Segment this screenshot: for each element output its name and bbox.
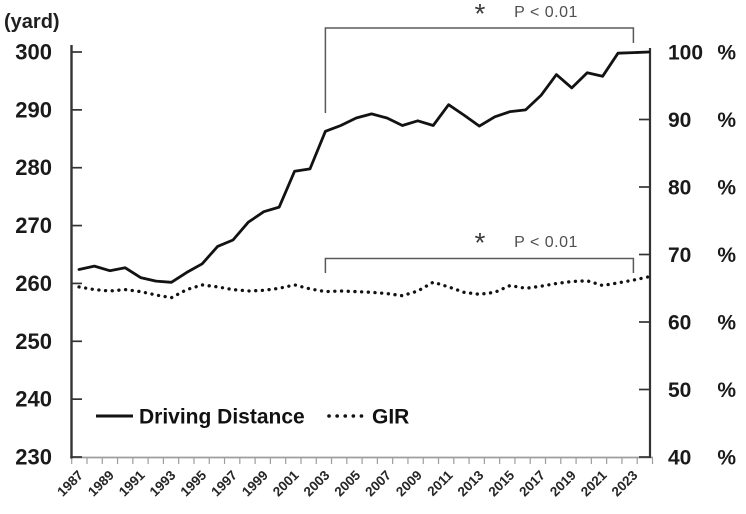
legend-gir-label: GIR — [372, 406, 409, 429]
x-axis-tick-label: 1987 — [54, 468, 86, 500]
right-axis-percent-sign: % — [717, 312, 736, 335]
left-axis-tick-label: 230 — [15, 445, 52, 470]
gir-line-series — [77, 275, 651, 300]
x-axis-tick-label: 1993 — [147, 467, 179, 499]
x-axis-tick-label: 1997 — [208, 468, 240, 500]
significance-star: * — [475, 227, 486, 258]
right-axis-percent-sign: % — [717, 447, 736, 470]
significance-bracket — [324, 27, 635, 113]
legend-driving-distance-label: Driving Distance — [139, 406, 305, 429]
legend: Driving Distance GIR — [96, 406, 409, 429]
x-axis-tick-label: 2003 — [301, 467, 333, 499]
x-axis-tick-label: 2021 — [578, 467, 610, 499]
x-axis-tick-label: 2023 — [609, 467, 641, 499]
left-axis-tick-label: 270 — [15, 213, 52, 238]
significance-star: * — [475, 0, 486, 29]
left-axis-title: (yard) — [4, 11, 60, 33]
right-axis-tick-label: 90 — [668, 109, 691, 132]
x-axis-tick-label: 2019 — [547, 468, 579, 500]
x-axis-tick-label: 1989 — [85, 468, 117, 500]
x-axis-tick-label: 2015 — [485, 467, 517, 499]
right-axis-tick-label: 40 — [668, 447, 691, 470]
x-axis-tick-label: 2011 — [424, 467, 456, 499]
right-axis-tick-label: 70 — [668, 244, 691, 267]
x-axis-tick-label: 2013 — [455, 467, 487, 499]
right-axis-percent-sign: % — [717, 109, 736, 132]
x-axis-tick-label: 2001 — [270, 467, 302, 499]
x-axis-labels: 1987198919911993199519971999200120032005… — [54, 467, 641, 499]
right-axis-tick-label: 50 — [668, 379, 691, 402]
right-axis-percent-sign: % — [717, 177, 736, 200]
left-axis-tick-label: 290 — [15, 97, 52, 122]
significance-bracket — [324, 257, 635, 273]
significance-pvalue-label: P < 0.01 — [514, 234, 578, 251]
x-axis-tick-label: 1991 — [116, 467, 148, 499]
right-axis-percent-sign: % — [717, 379, 736, 402]
significance-annotation-gir: * P < 0.01 — [324, 227, 635, 273]
x-axis-tick-label: 1999 — [239, 468, 271, 500]
x-axis-tick-label: 2017 — [516, 468, 548, 500]
left-axis-tick-label: 260 — [15, 271, 52, 296]
right-axis-percent-sign: % — [717, 244, 736, 267]
significance-annotation-driving-distance: * P < 0.01 — [324, 0, 635, 113]
significance-pvalue-label: P < 0.01 — [514, 4, 578, 21]
left-axis-tick-label: 240 — [15, 387, 52, 412]
x-axis-tick-label: 1995 — [177, 467, 209, 499]
left-axis-tick-label: 250 — [15, 329, 52, 354]
right-axis-tick-label: 80 — [668, 177, 691, 200]
x-axis-tick-label: 2005 — [331, 467, 363, 499]
driving-distance-line-series — [77, 50, 651, 284]
left-axis-tick-label: 300 — [15, 40, 52, 65]
right-axis-percent-sign: % — [717, 42, 736, 65]
x-axis-tick-label: 2009 — [393, 468, 425, 500]
right-axis-ticks-labels: 40 % 50 % 60 % 70 % 80 % 90 % 100% — [639, 42, 736, 470]
left-axis-ticks-labels: 230 240 250 260 270 280 290 300 — [15, 40, 82, 470]
x-axis-tick-label: 2007 — [362, 468, 394, 500]
x-axis-ticks — [71, 458, 654, 464]
left-axis-tick-label: 280 — [15, 155, 52, 180]
right-axis-tick-label: 60 — [668, 312, 691, 335]
right-axis-tick-label: 100 — [668, 42, 703, 65]
